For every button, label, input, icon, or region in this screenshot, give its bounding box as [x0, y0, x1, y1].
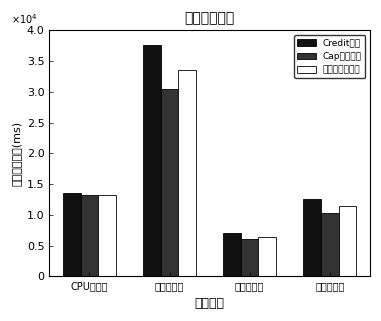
- Bar: [241, 239, 258, 276]
- Bar: [303, 199, 321, 276]
- X-axis label: 任务类型: 任务类型: [195, 297, 224, 310]
- Bar: [258, 237, 276, 276]
- Bar: [339, 206, 356, 276]
- Legend: Credit算法, Cap调度算法, 时间片调度算法: Credit算法, Cap调度算法, 时间片调度算法: [294, 35, 365, 78]
- Bar: [143, 45, 161, 276]
- Text: $\times10^4$: $\times10^4$: [11, 12, 37, 26]
- Title: 算法性能测试: 算法性能测试: [184, 11, 235, 25]
- Bar: [161, 89, 178, 276]
- Bar: [321, 213, 339, 276]
- Bar: [98, 195, 116, 276]
- Bar: [80, 195, 98, 276]
- Y-axis label: 任务运行时间(ms): 任务运行时间(ms): [11, 121, 21, 186]
- Bar: [223, 233, 241, 276]
- Bar: [63, 193, 80, 276]
- Bar: [178, 70, 196, 276]
